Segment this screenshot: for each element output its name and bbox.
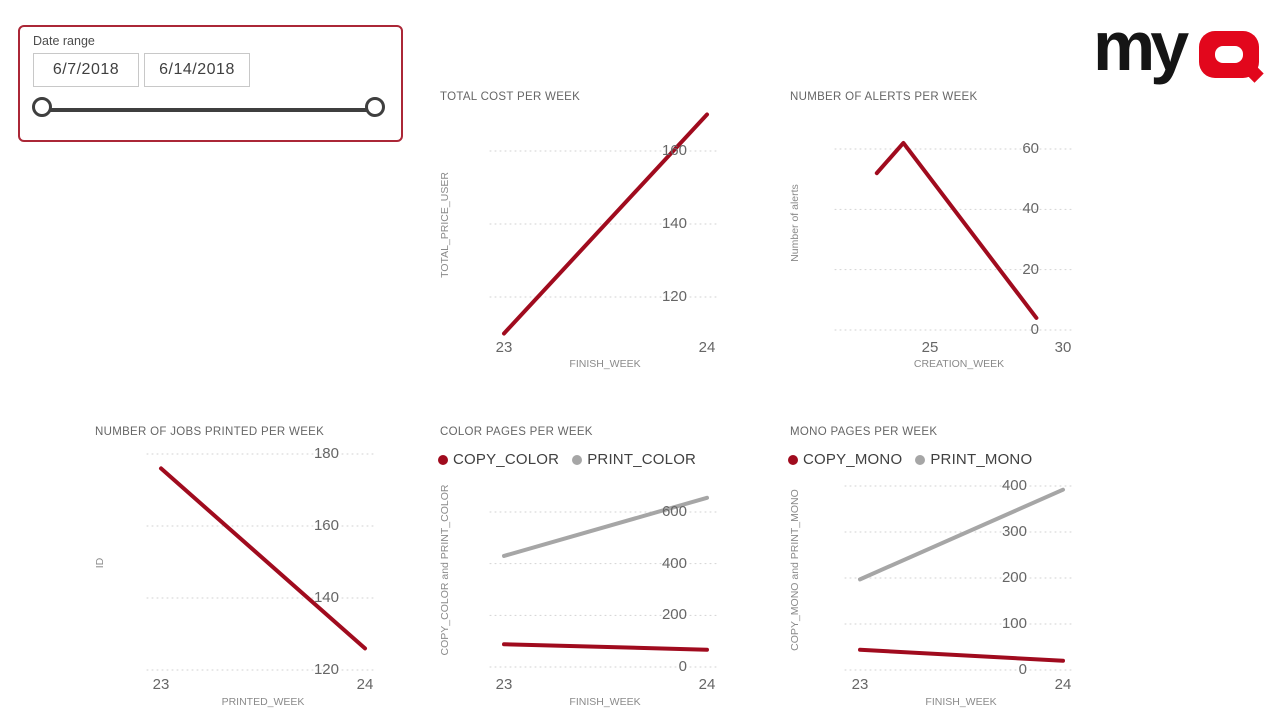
x-tick-label: 24 [356, 676, 374, 693]
y-tick-label: 400 [1001, 477, 1027, 494]
chart-total-cost-per-week[interactable]: TOTAL COST PER WEEK TOTAL_PRICE_USER FIN… [437, 85, 732, 380]
chart-title: MONO PAGES PER WEEK [790, 426, 938, 438]
logo-q-hole [1215, 46, 1243, 63]
legend-item-PRINT_MONO[interactable]: PRINT_MONO [915, 451, 1032, 468]
x-axis-label: FINISH_WEEK [925, 696, 997, 708]
legend-label: COPY_MONO [803, 451, 903, 468]
legend-item-COPY_COLOR[interactable]: COPY_COLOR [438, 451, 559, 468]
legend-dot [438, 454, 448, 465]
x-tick-label: 23 [851, 676, 869, 693]
slider-handle-start[interactable] [32, 97, 52, 117]
y-tick-label: 0 [678, 658, 687, 675]
plot-area [489, 495, 719, 668]
y-tick-label: 180 [313, 445, 339, 462]
legend-item-COPY_MONO[interactable]: COPY_MONO [788, 451, 902, 468]
plot-area [489, 112, 719, 336]
legend-label: PRINT_COLOR [587, 451, 697, 468]
x-tick-label: 23 [152, 676, 170, 693]
chart-title: NUMBER OF ALERTS PER WEEK [790, 91, 978, 103]
x-tick-label: 24 [698, 339, 716, 356]
chart-legend: COPY_COLOR PRINT_COLOR [438, 451, 696, 468]
x-axis-label: FINISH_WEEK [569, 696, 641, 708]
end-date-input[interactable] [144, 53, 250, 87]
logo-q-mark [1199, 31, 1264, 83]
series-line-PRINT_MONO [858, 487, 1065, 582]
y-tick-label: 60 [1022, 140, 1039, 157]
logo-q-tail [1245, 64, 1264, 83]
y-tick-label: 120 [313, 661, 339, 678]
x-axis-label: CREATION_WEEK [913, 358, 1005, 370]
x-axis-label: FINISH_WEEK [569, 358, 641, 370]
plot-area [146, 453, 378, 671]
date-range-slicer: Date range [18, 25, 403, 142]
chart-number-of-jobs-printed-per-week[interactable]: NUMBER OF JOBS PRINTED PER WEEK ID PRINT… [92, 418, 387, 713]
legend-item-PRINT_COLOR[interactable]: PRINT_COLOR [572, 451, 696, 468]
logo-text-my: my [1093, 7, 1189, 85]
chart-color-pages-per-week[interactable]: COLOR PAGES PER WEEK COPY_COLOR PRINT_COL… [437, 418, 732, 713]
x-tick-label: 30 [1054, 339, 1072, 356]
chart-title: NUMBER OF JOBS PRINTED PER WEEK [95, 426, 325, 438]
y-tick-label: 200 [1001, 569, 1027, 586]
x-tick-label: 24 [698, 676, 716, 693]
y-tick-label: 140 [313, 589, 339, 606]
chart-mono-pages-per-week[interactable]: MONO PAGES PER WEEK COPY_MONO PRINT_MONO … [787, 418, 1082, 713]
y-tick-label: 300 [1001, 523, 1027, 540]
series-line-ID [159, 466, 367, 651]
chart-title: COLOR PAGES PER WEEK [440, 426, 593, 438]
y-tick-label: 400 [661, 554, 687, 572]
y-tick-label: 160 [661, 142, 687, 159]
y-tick-label: 600 [661, 503, 687, 520]
slicer-label: Date range [33, 34, 95, 48]
chart-number-of-alerts-per-week[interactable]: NUMBER OF ALERTS PER WEEK Number of aler… [787, 85, 1082, 380]
x-tick-label: 24 [1054, 676, 1072, 693]
series-line-TOTAL_PRICE_USER [502, 112, 709, 336]
chart-legend: COPY_MONO PRINT_MONO [788, 451, 1032, 468]
x-axis-label: PRINTED_WEEK [221, 696, 305, 708]
series-line-COPY_COLOR [502, 642, 709, 652]
plot-area [844, 485, 1075, 671]
y-tick-label: 0 [1018, 661, 1027, 678]
slider-handle-end[interactable] [365, 97, 385, 117]
legend-label: PRINT_MONO [930, 451, 1033, 468]
x-tick-label: 23 [495, 339, 513, 356]
series-line-COPY_MONO [858, 647, 1065, 663]
y-tick-label: 0 [1030, 321, 1039, 338]
x-tick-label: 23 [495, 676, 513, 693]
y-tick-label: 100 [1001, 615, 1027, 632]
legend-dot [788, 454, 798, 465]
y-tick-label: 140 [661, 215, 687, 232]
y-tick-label: 20 [1022, 260, 1039, 278]
plot-area [834, 140, 1073, 331]
legend-dot [915, 454, 926, 465]
start-date-input[interactable] [33, 53, 139, 87]
legend-label: COPY_COLOR [453, 451, 560, 468]
legend-dot [572, 454, 583, 465]
y-tick-label: 160 [313, 517, 339, 534]
y-tick-label: 120 [661, 288, 687, 305]
series-line-PRINT_COLOR [502, 495, 709, 558]
slider-track[interactable] [44, 108, 379, 112]
myq-logo: my [1093, 11, 1264, 90]
y-tick-label: 200 [661, 606, 687, 624]
y-tick-label: 40 [1022, 200, 1039, 218]
series-line-Number of alerts [874, 140, 1039, 320]
x-tick-label: 25 [921, 339, 939, 356]
chart-title: TOTAL COST PER WEEK [440, 91, 581, 103]
